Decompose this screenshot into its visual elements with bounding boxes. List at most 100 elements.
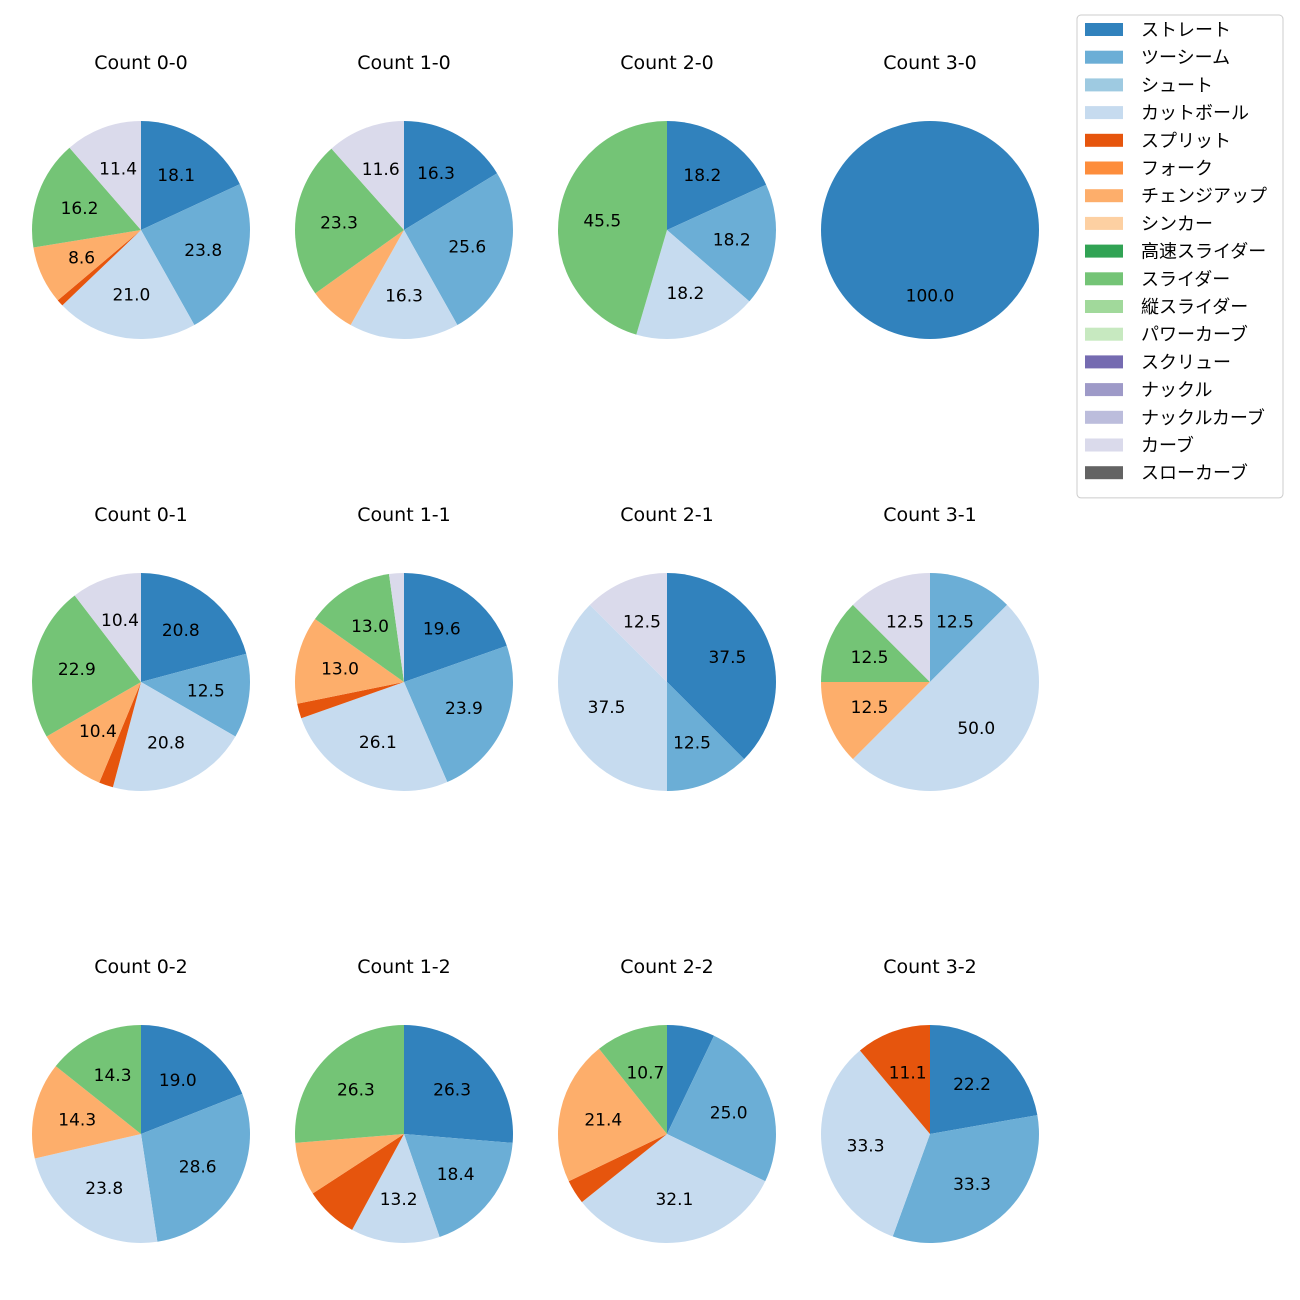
slice-label: 12.5 — [673, 733, 711, 753]
slice-ストレート — [667, 1025, 715, 1134]
slice-カットボール — [636, 230, 750, 339]
slice-label: 10.4 — [79, 722, 117, 742]
legend-swatch — [1085, 300, 1123, 313]
slice-label: 23.8 — [85, 1179, 123, 1199]
legend-swatch — [1085, 78, 1123, 92]
slice-label: 28.6 — [179, 1158, 217, 1178]
slice-カットボール — [852, 604, 1039, 792]
slice-ストレート — [404, 1025, 513, 1143]
legend-swatch — [1085, 272, 1123, 286]
slice-チェンジアップ — [31, 1066, 141, 1159]
pie-title: Count 1-2 — [357, 956, 451, 978]
pie-title: Count 2-1 — [620, 504, 714, 526]
legend-label: シンカー — [1141, 214, 1213, 235]
slice-スプリット — [57, 230, 142, 306]
slice-カットボール — [62, 230, 195, 340]
slice-カットボール — [352, 1134, 440, 1243]
slice-label: 33.3 — [847, 1136, 885, 1156]
slice-カットボール — [34, 1134, 158, 1243]
legend-label: スクリュー — [1141, 352, 1231, 373]
slice-スライダー — [821, 604, 930, 682]
slice-スライダー — [31, 595, 142, 737]
slice-チェンジアップ — [820, 682, 930, 760]
legend: ストレートツーシームシュートカットボールスプリットフォークチェンジアップシンカー… — [1076, 14, 1284, 499]
slice-ツーシーム — [892, 1115, 1039, 1243]
slice-カットボール — [558, 604, 667, 791]
slice-ツーシーム — [667, 184, 776, 302]
slice-ストレート — [404, 121, 498, 230]
legend-label: ナックルカーブ — [1141, 407, 1265, 429]
slice-チェンジアップ — [295, 1134, 404, 1194]
slice-ツーシーム — [404, 645, 513, 783]
slice-ツーシーム — [141, 1093, 251, 1242]
slice-label: 20.8 — [147, 733, 185, 753]
slice-カーブ — [388, 573, 404, 682]
slice-ストレート — [821, 121, 1039, 339]
legend-label: ツーシーム — [1141, 48, 1230, 69]
slice-チェンジアップ — [295, 619, 404, 704]
slice-label: 10.7 — [626, 1063, 664, 1083]
slice-label: 12.5 — [623, 613, 661, 633]
slice-label: 23.8 — [184, 241, 222, 261]
slice-label: 23.3 — [320, 214, 358, 234]
legend-frame — [1076, 14, 1284, 499]
pie-title: Count 3-1 — [883, 504, 977, 526]
legend-swatch — [1085, 327, 1123, 341]
slice-label: 16.3 — [417, 164, 455, 184]
slice-ストレート — [667, 573, 777, 760]
slice-ツーシーム — [141, 653, 251, 737]
legend-swatch — [1085, 355, 1123, 369]
legend-label: カットボール — [1141, 103, 1249, 124]
legend-swatch — [1085, 23, 1123, 36]
slice-label: 18.2 — [666, 284, 704, 304]
slice-label: 11.6 — [362, 160, 400, 180]
slice-label: 25.6 — [448, 238, 486, 258]
legend-label: スローカーブ — [1141, 462, 1248, 484]
pie-title: Count 1-1 — [357, 504, 451, 526]
legend-label: スプリット — [1141, 131, 1231, 152]
slice-スライダー — [295, 1025, 404, 1143]
pie-count-1-2: Count 1-2 26.3 18.4 13.2 26.3 — [295, 956, 513, 1243]
legend-swatch — [1085, 244, 1123, 258]
slice-カットボール — [301, 682, 448, 791]
slice-ツーシーム — [667, 682, 745, 791]
legend-label: パワーカーブ — [1141, 324, 1248, 346]
legend-label: ストレート — [1141, 20, 1231, 41]
legend-swatch — [1085, 383, 1123, 397]
legend-label: シュート — [1141, 75, 1213, 96]
slice-カットボール — [581, 1134, 766, 1243]
slice-スライダー — [295, 148, 404, 294]
slice-label: 26.3 — [433, 1081, 471, 1101]
slice-カットボール — [820, 1050, 930, 1237]
slice-ストレート — [667, 121, 767, 230]
slice-スプリット — [99, 682, 141, 788]
slice-スプリット — [859, 1025, 930, 1134]
slice-スライダー — [599, 1025, 667, 1134]
slice-ストレート — [404, 572, 507, 682]
legend-swatch — [1085, 410, 1123, 424]
slice-label: 23.9 — [445, 699, 483, 719]
slice-チェンジアップ — [46, 682, 142, 783]
slice-label: 11.4 — [99, 160, 137, 180]
slice-スライダー — [31, 147, 141, 248]
pie-title: Count 0-2 — [94, 956, 188, 978]
pie-count-2-0: Count 2-0 18.2 18.2 18.2 45.5 — [557, 52, 776, 339]
pie-count-3-0: Count 3-0 100.0 — [821, 52, 1039, 339]
pie-count-2-1: Count 2-1 37.5 12.5 37.5 12.5 — [558, 504, 777, 791]
slice-label: 12.5 — [851, 698, 889, 718]
legend-label: フォーク — [1141, 159, 1213, 180]
slice-label: 25.0 — [710, 1103, 748, 1123]
slice-label: 21.0 — [112, 286, 150, 306]
slice-label: 16.3 — [385, 286, 423, 306]
slice-label: 13.2 — [380, 1190, 418, 1210]
slice-label: 12.5 — [936, 613, 974, 633]
slice-label: 12.5 — [886, 613, 924, 633]
slice-label: 33.3 — [953, 1175, 991, 1195]
slice-ツーシーム — [667, 1035, 776, 1182]
slice-カーブ — [589, 573, 667, 682]
pie-count-0-0: Count 0-0 18.1 23.8 21.0 8.6 16.211.4 — [31, 52, 250, 340]
pie-count-3-2: Count 3-2 22.2 33.3 33.3 11.1 — [820, 956, 1039, 1243]
slice-ストレート — [930, 1025, 1038, 1134]
pie-count-0-2: Count 0-2 19.0 28.6 23.8 14.3 14.3 — [31, 956, 251, 1243]
